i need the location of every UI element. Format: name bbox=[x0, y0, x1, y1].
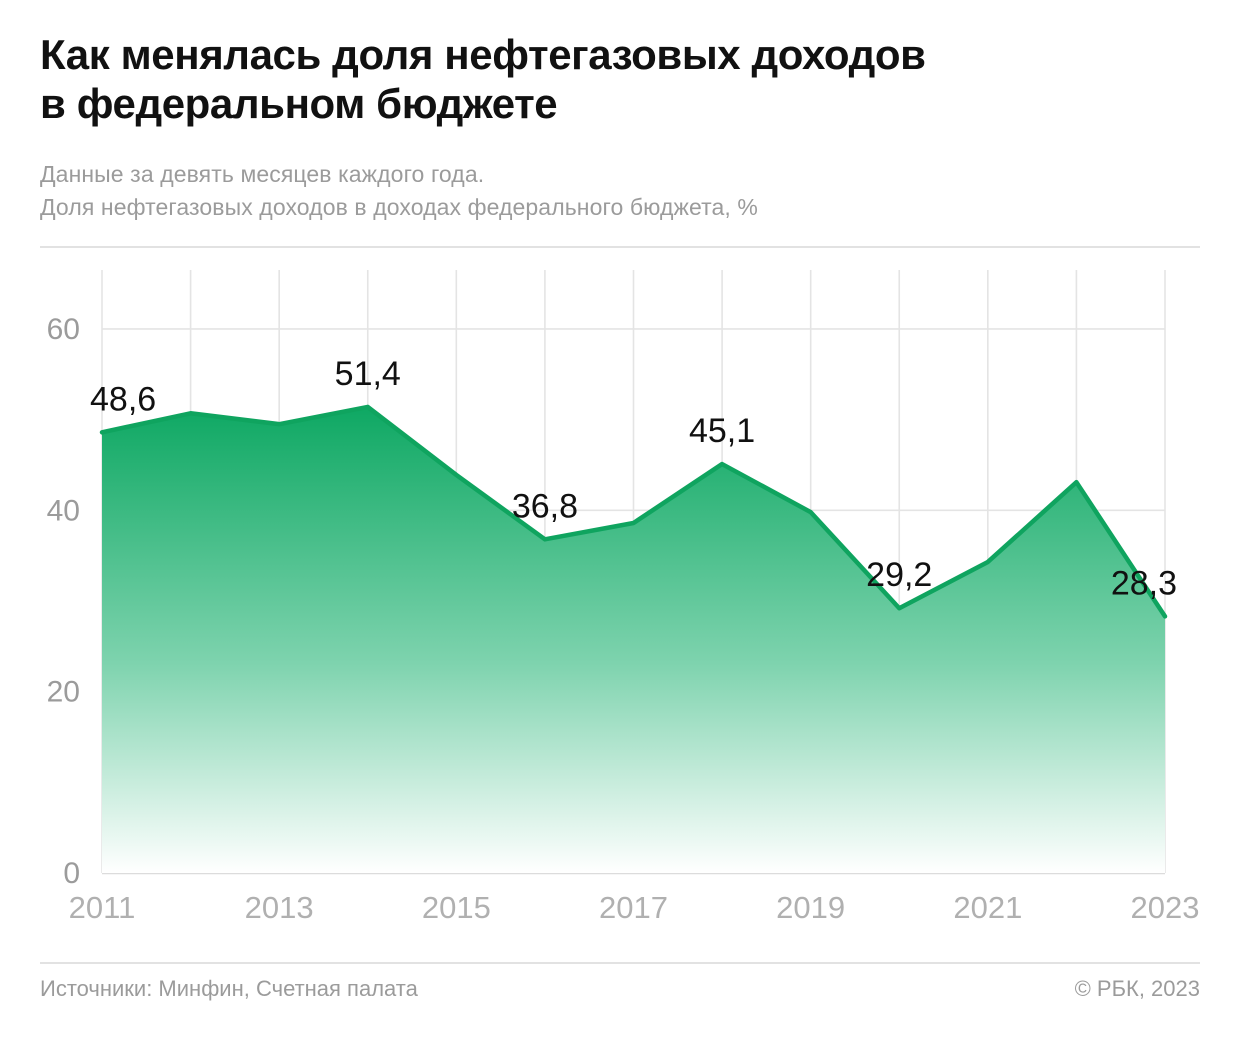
y-tick-label: 0 bbox=[63, 857, 80, 890]
copyright-label: © РБК, 2023 bbox=[1074, 976, 1200, 1001]
page-subtitle: Данные за девять месяцев каждого года. Д… bbox=[40, 161, 758, 220]
chart-area: 0 20 40 60 2011 2013 2015 2017 2019 2021 2023 48,6 5… bbox=[40, 248, 1200, 928]
header: Как менялась доля нефтегазовых доходов в… bbox=[40, 0, 1200, 224]
y-tick-label: 40 bbox=[47, 494, 80, 527]
y-tick-label: 60 bbox=[47, 313, 80, 346]
sources-label: Источники: Минфин, Счетная палата bbox=[40, 976, 418, 1001]
x-tick-label: 2013 bbox=[245, 890, 314, 925]
header-divider bbox=[40, 245, 1200, 248]
page-title: Как менялась доля нефтегазовых доходов в… bbox=[40, 31, 926, 128]
y-tick-label: 20 bbox=[47, 675, 80, 708]
footer: Источники: Минфин, Счетная палата © РБК,… bbox=[40, 976, 1200, 1002]
x-tick-label: 2011 bbox=[69, 890, 136, 925]
series-area bbox=[102, 406, 1165, 873]
x-tick-label: 2017 bbox=[599, 890, 668, 925]
data-point-label: 36,8 bbox=[512, 487, 578, 525]
data-point-label: 29,2 bbox=[866, 556, 932, 594]
x-tick-label: 2023 bbox=[1131, 890, 1200, 925]
x-axis: 2011 2013 2015 2017 2019 2021 2023 bbox=[69, 890, 1200, 925]
x-tick-label: 2019 bbox=[776, 890, 845, 925]
data-point-label: 45,1 bbox=[689, 412, 755, 450]
x-tick-label: 2021 bbox=[953, 890, 1022, 925]
series-line bbox=[99, 404, 1168, 619]
data-point-label: 48,6 bbox=[90, 380, 156, 418]
y-axis: 0 20 40 60 bbox=[47, 313, 80, 890]
data-point-label: 51,4 bbox=[335, 354, 401, 392]
area-chart: 0 20 40 60 2011 2013 2015 2017 2019 2021 2023 48,6 5… bbox=[47, 269, 1200, 925]
x-tick-label: 2015 bbox=[422, 890, 491, 925]
footer-divider bbox=[40, 962, 1200, 964]
data-labels: 48,6 51,4 36,8 45,1 29,2 28,3 bbox=[90, 354, 1177, 601]
data-point-label: 28,3 bbox=[1111, 564, 1177, 602]
